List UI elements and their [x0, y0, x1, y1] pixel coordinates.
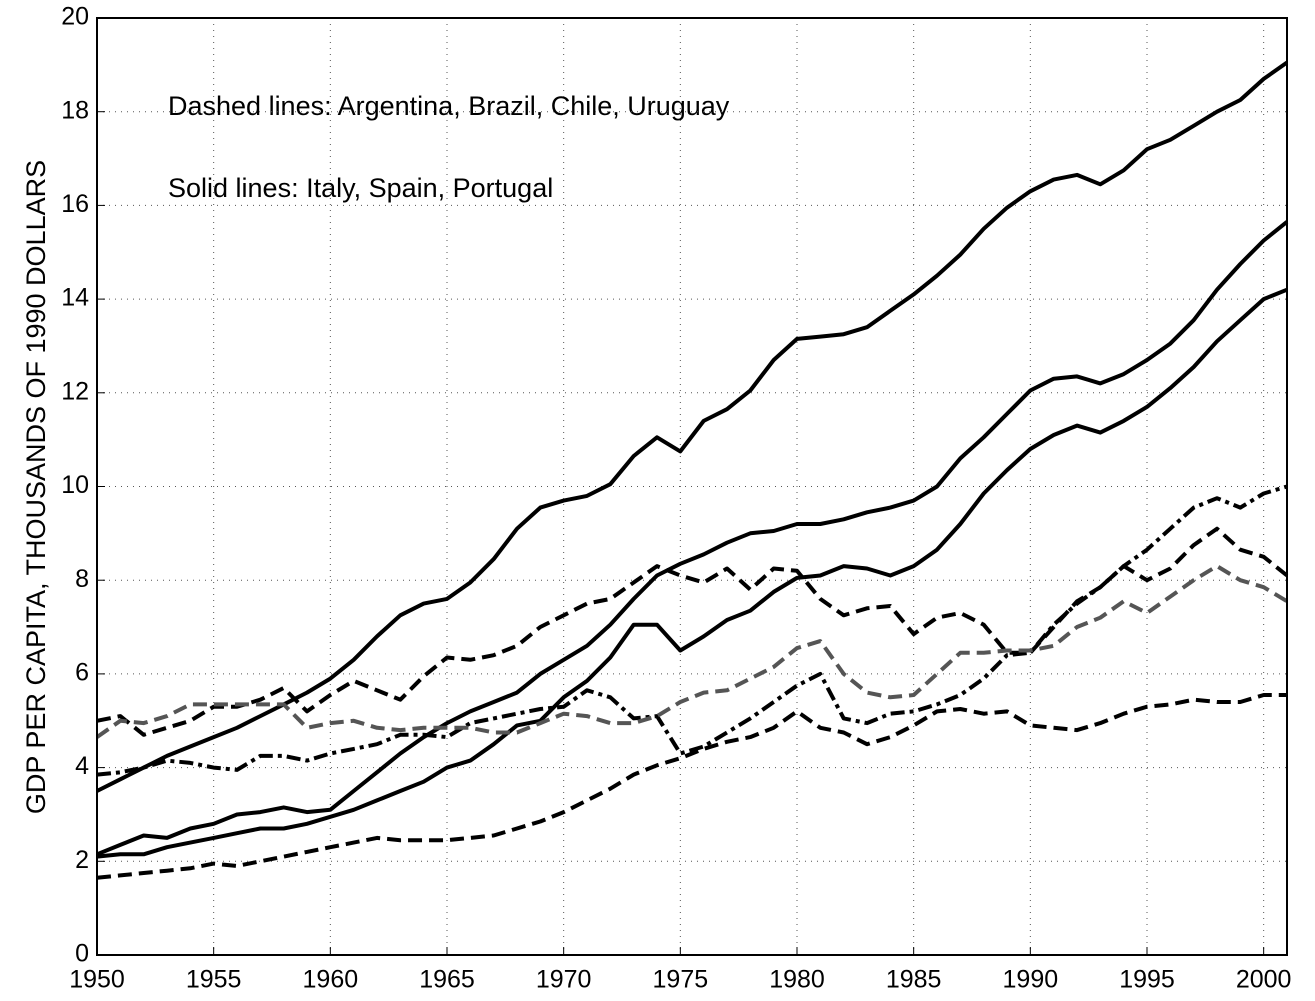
x-tick-label: 2000 [1236, 966, 1292, 994]
y-tick-label: 12 [61, 377, 89, 405]
y-tick-label: 8 [75, 565, 89, 593]
data-line [95, 564, 1289, 739]
x-tick-label: 1955 [186, 966, 242, 994]
y-axis-label: GDP PER CAPITA, THOUSANDS OF 1990 DOLLAR… [21, 160, 51, 814]
y-tick-label: 4 [75, 752, 89, 780]
data-line [96, 287, 1288, 859]
x-tick-label: 1950 [69, 966, 125, 994]
annotation: Solid lines: Italy, Spain, Portugal [168, 173, 553, 203]
x-tick-label: 1960 [303, 966, 359, 994]
x-tick-label: 1985 [886, 966, 942, 994]
plot-frame [96, 17, 1288, 956]
x-tick-label: 1980 [769, 966, 825, 994]
y-tick-label: 16 [61, 190, 89, 218]
data-line [96, 220, 1289, 857]
y-tick-label: 6 [75, 659, 89, 687]
data-line [96, 484, 1288, 777]
y-tick-label: 2 [75, 846, 89, 874]
x-tick-label: 1965 [419, 966, 475, 994]
data-line [96, 526, 1289, 737]
y-tick-label: 14 [61, 284, 89, 312]
y-tick-label: 0 [75, 940, 89, 968]
x-tick-label: 1995 [1119, 966, 1175, 994]
y-tick-label: 18 [61, 96, 89, 124]
x-tick-label: 1970 [536, 966, 592, 994]
y-tick-label: 10 [61, 471, 89, 499]
y-tick-label: 20 [61, 3, 89, 31]
data-line [96, 693, 1287, 880]
x-tick-label: 1990 [1003, 966, 1059, 994]
annotation: Dashed lines: Argentina, Brazil, Chile, … [168, 91, 730, 121]
x-tick-label: 1975 [653, 966, 709, 994]
